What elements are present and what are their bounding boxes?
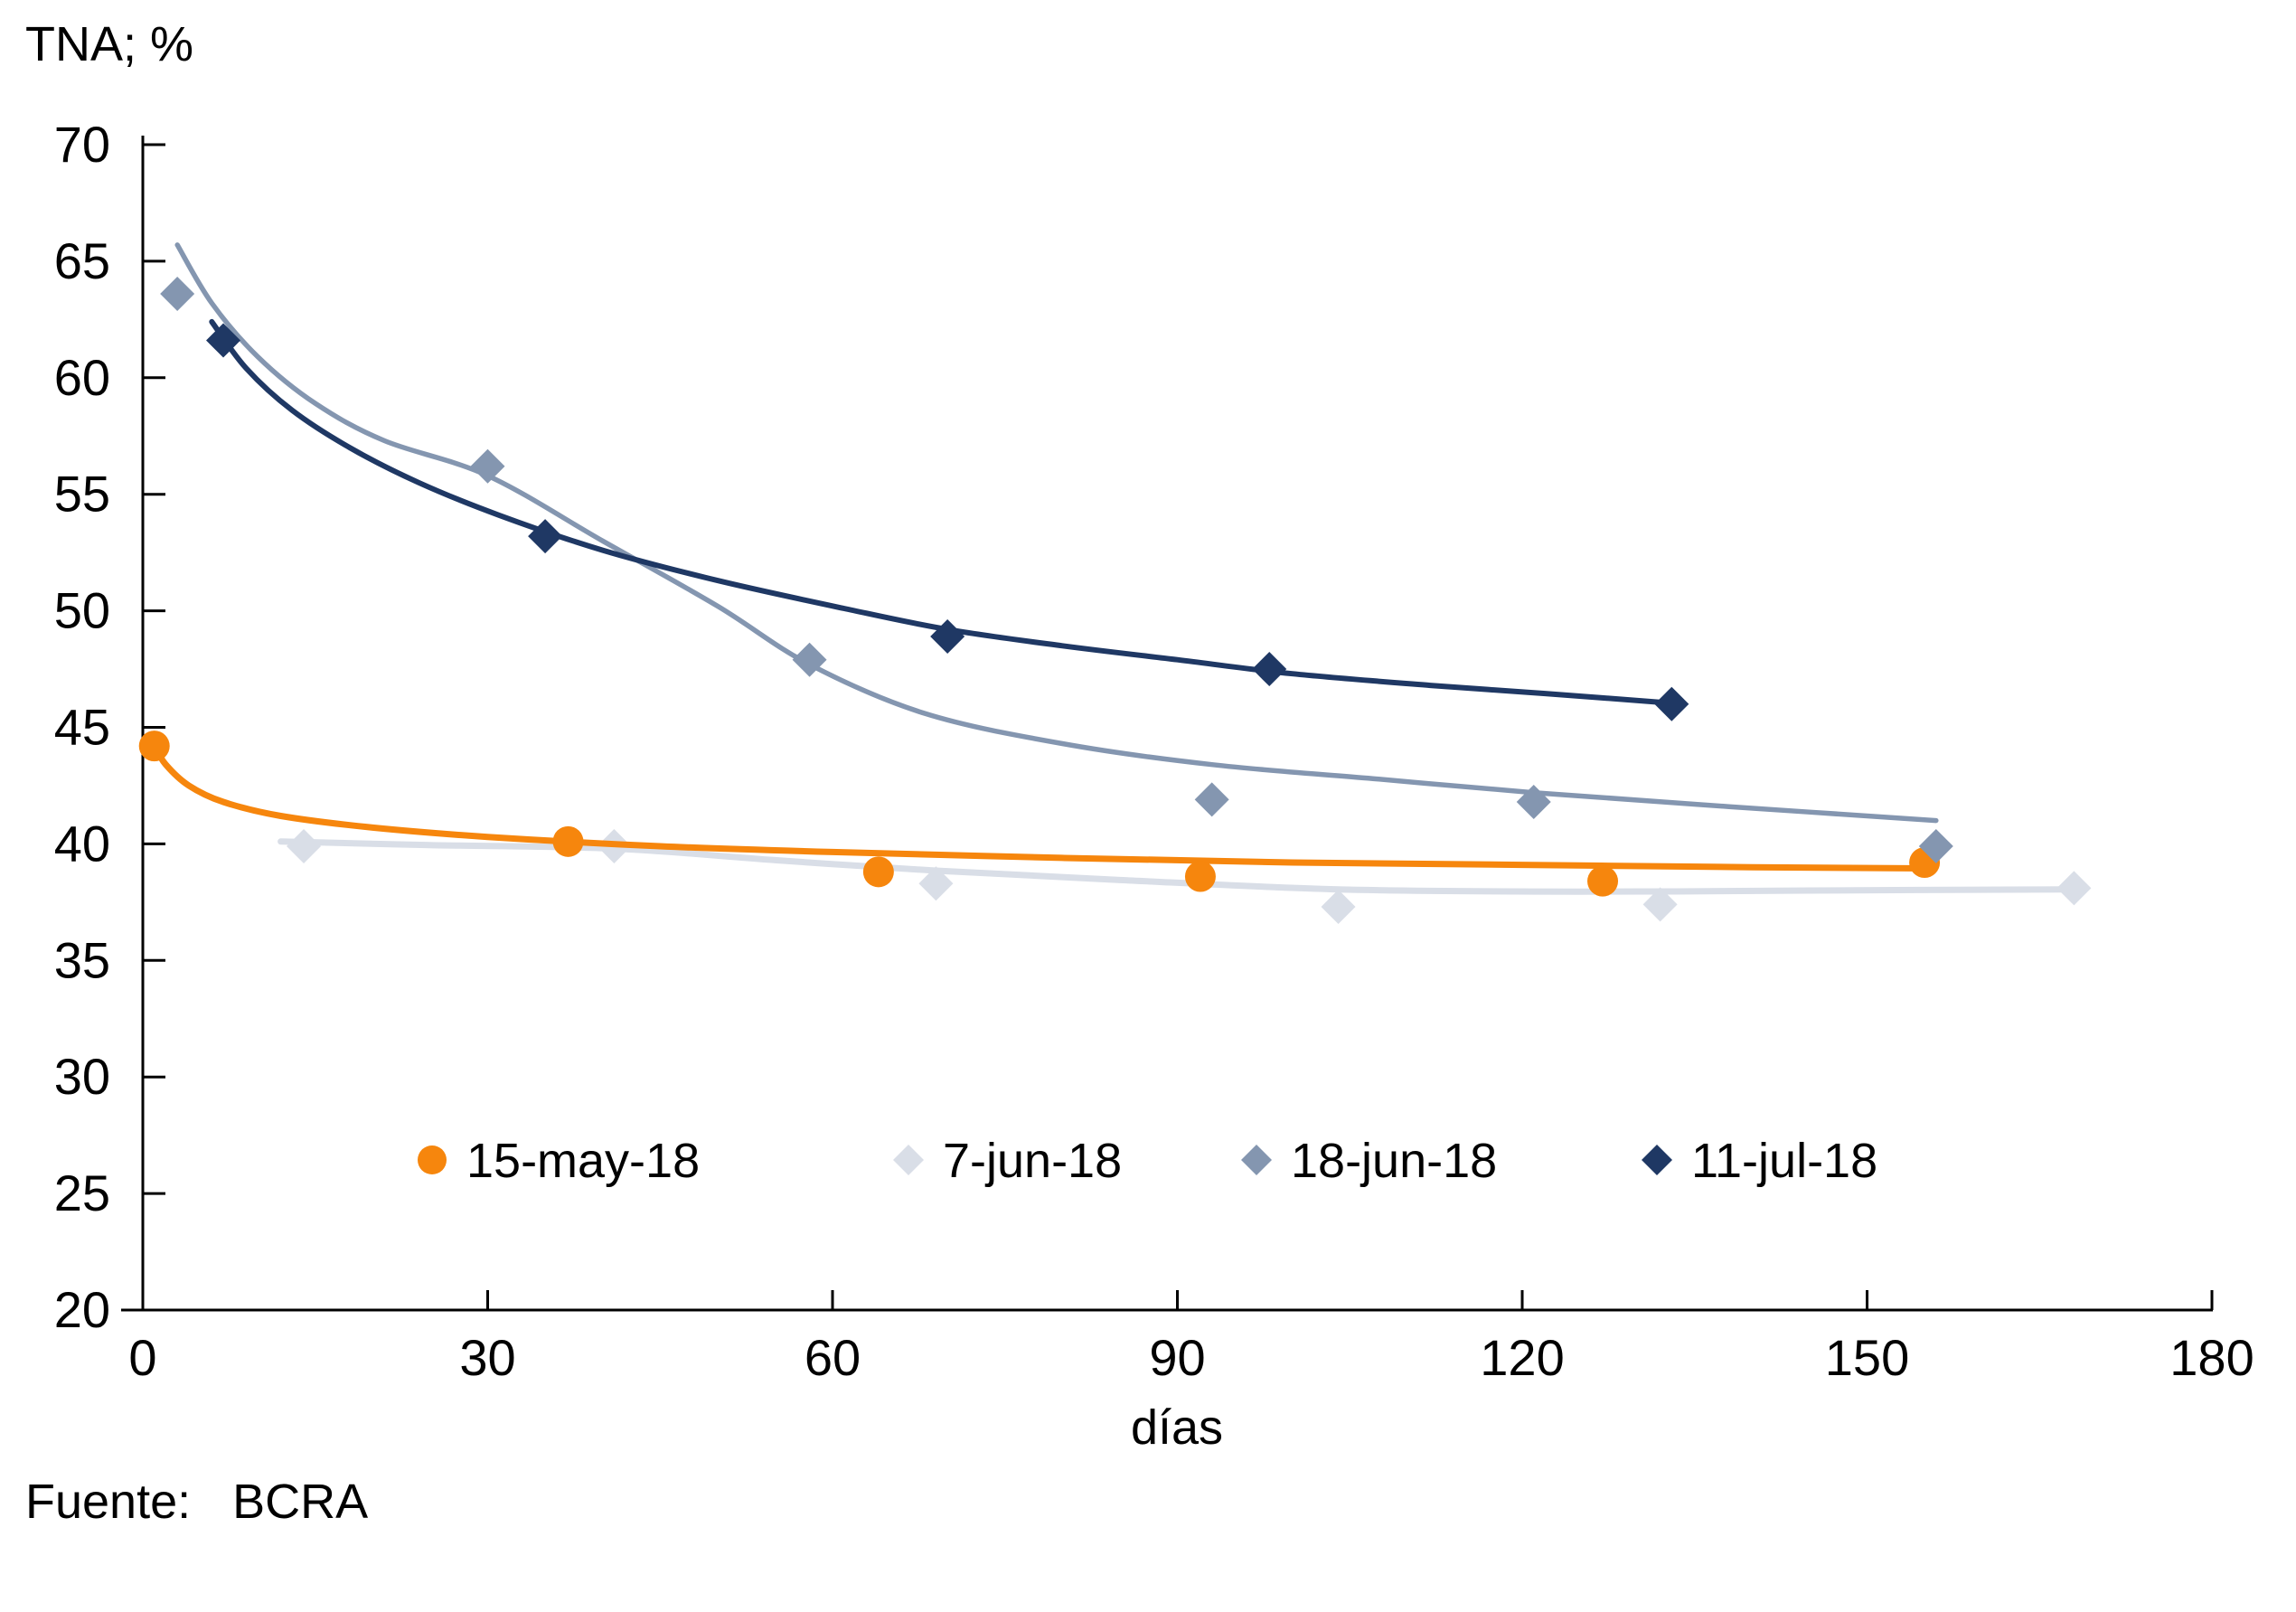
data-point-18-jun-18	[160, 276, 195, 311]
legend-item-7-jun-18: 7-jun-18	[893, 1134, 1122, 1188]
data-point-11-jul-18	[206, 323, 241, 358]
source-prefix: Fuente:	[25, 1475, 192, 1529]
legend-item-18-jun-18: 18-jun-18	[1241, 1134, 1497, 1188]
x-tick-label: 60	[805, 1329, 861, 1386]
y-tick-label: 45	[54, 699, 110, 756]
y-tick-label: 30	[54, 1048, 110, 1105]
data-point-11-jul-18	[930, 618, 965, 654]
series-11-jul-18	[206, 318, 1689, 721]
y-tick-label: 65	[54, 232, 110, 289]
data-point-7-jun-18	[1321, 890, 1356, 925]
legend: 15-may-18 7-jun-18 18-jun-18 11-jul-18	[418, 1134, 1877, 1188]
legend-label-11-jul-18: 11-jul-18	[1691, 1134, 1877, 1188]
data-point-15-may-18	[1587, 865, 1619, 897]
data-point-7-jun-18	[918, 866, 954, 901]
data-point-11-jul-18	[1654, 686, 1689, 721]
y-tick-label: 70	[54, 116, 110, 173]
data-point-18-jun-18	[792, 642, 827, 677]
data-point-7-jun-18	[2056, 871, 2092, 906]
x-tick-label: 0	[128, 1329, 156, 1386]
data-point-18-jun-18	[470, 448, 505, 484]
source-note: Fuente: BCRA	[25, 1474, 368, 1530]
y-tick-label: 50	[54, 582, 110, 639]
data-point-18-jun-18	[1516, 784, 1551, 819]
trend-line-15-may-18	[151, 742, 1928, 872]
axes: 70 65 60 55 50 45 40 35 30 25 20 0 30 60 90 120 150 180	[54, 116, 2254, 1386]
data-point-7-jun-18	[287, 828, 322, 863]
data-point-7-jun-18	[1642, 887, 1678, 922]
legend-label-7-jun-18: 7-jun-18	[943, 1134, 1122, 1188]
data-point-15-may-18	[862, 856, 894, 888]
data-point-11-jul-18	[1252, 652, 1287, 687]
y-tick-label: 55	[54, 466, 110, 523]
x-tick-label: 180	[2169, 1329, 2254, 1386]
trend-line-11-jul-18	[209, 318, 1686, 707]
x-tick-label: 30	[459, 1329, 515, 1386]
x-tick-label: 120	[1480, 1329, 1564, 1386]
data-point-15-may-18	[552, 825, 584, 857]
data-point-18-jun-18	[1194, 782, 1229, 817]
data-point-18-jun-18	[1918, 828, 1953, 863]
legend-marker-18-jun-18	[1241, 1145, 1272, 1175]
legend-item-15-may-18: 15-may-18	[418, 1134, 700, 1188]
data-point-11-jul-18	[528, 519, 563, 554]
source-name: BCRA	[232, 1475, 369, 1529]
legend-label-15-may-18: 15-may-18	[466, 1134, 700, 1188]
trend-line-7-jun-18	[278, 838, 2077, 895]
y-tick-label: 40	[54, 815, 110, 872]
y-tick-label: 20	[54, 1281, 110, 1338]
series-18-jun-18	[160, 242, 1953, 863]
x-axis-label: días	[1130, 1400, 1224, 1455]
legend-item-11-jul-18: 11-jul-18	[1642, 1134, 1877, 1188]
legend-label-18-jun-18: 18-jun-18	[1291, 1134, 1497, 1188]
y-tick-label: 35	[54, 931, 110, 988]
legend-marker-11-jul-18	[1642, 1145, 1672, 1175]
data-point-15-may-18	[1184, 861, 1216, 892]
x-tick-label: 90	[1149, 1329, 1205, 1386]
x-tick-label: 150	[1825, 1329, 1909, 1386]
legend-marker-7-jun-18	[893, 1145, 924, 1175]
y-tick-label: 60	[54, 349, 110, 406]
data-point-15-may-18	[138, 731, 170, 762]
legend-marker-15-may-18	[418, 1145, 447, 1174]
trend-line-18-jun-18	[174, 242, 1939, 824]
series-15-may-18	[138, 731, 1941, 897]
y-tick-label: 25	[54, 1164, 110, 1221]
y-axis-title: TNA; %	[25, 17, 194, 71]
